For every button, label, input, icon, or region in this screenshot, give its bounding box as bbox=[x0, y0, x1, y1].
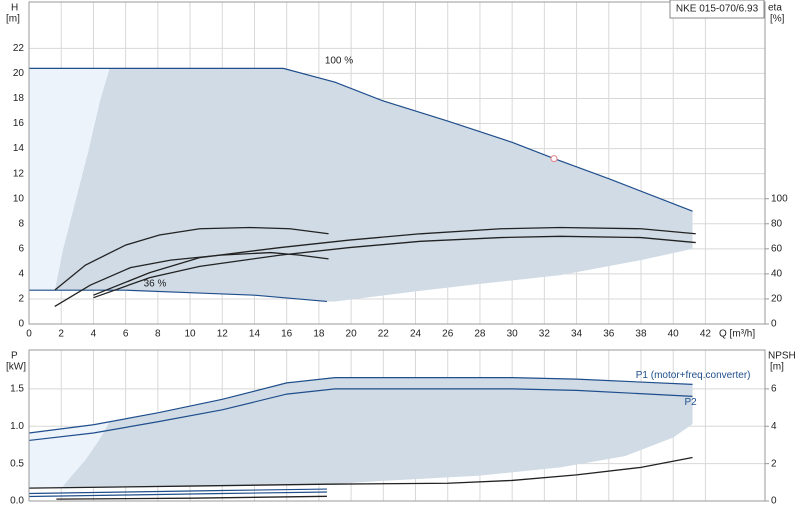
x-tick-label: 36 bbox=[603, 329, 615, 340]
x-tick-label: 14 bbox=[249, 329, 261, 340]
x-tick-label: 22 bbox=[378, 329, 390, 340]
curve bbox=[28, 456, 693, 489]
x-axis-label: Q [m³/h] bbox=[719, 329, 755, 340]
y-tick-label: 16 bbox=[13, 118, 25, 129]
curve bbox=[28, 388, 693, 442]
plot-frame bbox=[28, 1, 766, 325]
x-tick-label: 0 bbox=[26, 329, 32, 340]
curve bbox=[93, 235, 696, 299]
operating-area bbox=[29, 68, 110, 291]
x-tick-label: 34 bbox=[571, 329, 583, 340]
y-axis-unit: [kW] bbox=[6, 362, 26, 373]
x-tick-label: 24 bbox=[410, 329, 422, 340]
y-tick-label: 0 bbox=[18, 319, 24, 330]
y2-tick-label: 20 bbox=[771, 294, 783, 305]
x-tick-label: 18 bbox=[313, 329, 325, 340]
x-tick-label: 16 bbox=[281, 329, 293, 340]
series-label: P2 bbox=[685, 397, 698, 408]
y-tick-label: 4 bbox=[18, 269, 24, 280]
y-tick-label: 18 bbox=[13, 93, 25, 104]
y2-axis-label: NPSH bbox=[768, 351, 796, 362]
y-tick-label: 10 bbox=[13, 193, 25, 204]
y2-tick-label: 0 bbox=[771, 319, 777, 330]
x-tick-label: 12 bbox=[217, 329, 229, 340]
curve bbox=[28, 488, 327, 495]
x-tick-label: 38 bbox=[635, 329, 647, 340]
plot-frame bbox=[28, 349, 766, 502]
curve bbox=[29, 67, 693, 212]
x-tick-label: 42 bbox=[700, 329, 712, 340]
operating-area bbox=[54, 68, 693, 302]
y2-tick-label: 6 bbox=[771, 384, 777, 395]
y-tick-label: 1.0 bbox=[10, 421, 24, 432]
x-tick-label: 30 bbox=[507, 329, 519, 340]
x-tick-label: 8 bbox=[155, 329, 161, 340]
y2-tick-label: 60 bbox=[771, 243, 783, 254]
curve bbox=[28, 377, 693, 434]
y-axis-unit: [m] bbox=[6, 14, 20, 25]
x-tick-label: 26 bbox=[442, 329, 454, 340]
y-tick-label: 0.0 bbox=[10, 496, 24, 507]
chart-title: NKE 015-070/6.93 bbox=[676, 4, 759, 15]
x-tick-label: 10 bbox=[184, 329, 196, 340]
y2-tick-label: 100 bbox=[771, 193, 788, 204]
curve bbox=[54, 251, 329, 308]
y2-tick-label: 0 bbox=[771, 496, 777, 507]
x-tick-label: 4 bbox=[91, 329, 97, 340]
y2-tick-label: 4 bbox=[771, 421, 777, 432]
y2-tick-label: 80 bbox=[771, 218, 783, 229]
x-tick-label: 20 bbox=[346, 329, 358, 340]
x-tick-label: 32 bbox=[539, 329, 551, 340]
y-tick-label: 14 bbox=[13, 143, 25, 154]
y2-axis-unit: [m] bbox=[770, 362, 784, 373]
y-axis-label: P bbox=[11, 351, 18, 362]
x-tick-label: 6 bbox=[123, 329, 129, 340]
curve bbox=[56, 495, 327, 500]
title-box bbox=[669, 0, 765, 19]
y-tick-label: 2 bbox=[18, 294, 24, 305]
x-tick-label: 28 bbox=[474, 329, 486, 340]
x-tick-label: 40 bbox=[668, 329, 680, 340]
x-tick-label: 2 bbox=[58, 329, 64, 340]
curve bbox=[28, 491, 327, 498]
y-tick-label: 8 bbox=[18, 218, 24, 229]
series-label: P1 (motor+freq.converter) bbox=[636, 370, 751, 381]
y-tick-label: 1.5 bbox=[10, 384, 24, 395]
curve bbox=[54, 226, 329, 291]
y2-axis-label: eta bbox=[768, 3, 782, 14]
y-tick-label: 6 bbox=[18, 243, 24, 254]
y2-tick-label: 40 bbox=[771, 269, 783, 280]
y-tick-label: 0.5 bbox=[10, 458, 24, 469]
operating-point bbox=[550, 155, 558, 163]
annotation: 36 % bbox=[144, 279, 167, 290]
y-axis-label: H bbox=[11, 3, 18, 14]
y-tick-label: 20 bbox=[13, 68, 25, 79]
annotation: 100 % bbox=[325, 56, 353, 67]
y-tick-label: 22 bbox=[13, 43, 25, 54]
curve bbox=[93, 226, 696, 296]
y2-tick-label: 2 bbox=[771, 458, 777, 469]
y-tick-label: 12 bbox=[13, 168, 25, 179]
operating-area bbox=[61, 377, 693, 489]
y2-axis-unit: [%] bbox=[770, 14, 785, 25]
curve bbox=[29, 289, 327, 303]
